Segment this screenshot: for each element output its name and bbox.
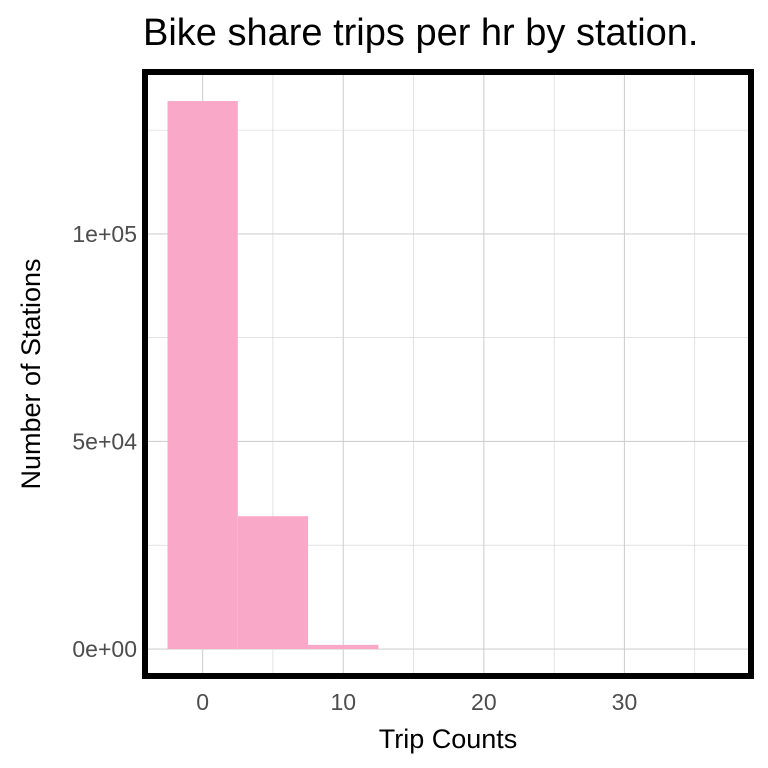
y-axis-ticks: 0e+00 5e+04 1e+05 xyxy=(72,221,137,662)
y-tick-label: 0e+00 xyxy=(72,636,137,662)
x-tick-label: 30 xyxy=(612,689,638,715)
histogram-bar-2 xyxy=(308,644,379,650)
y-axis-title: Number of Stations xyxy=(16,258,46,489)
histogram-bar-1 xyxy=(237,516,309,650)
x-axis-title: Trip Counts xyxy=(379,724,518,754)
x-tick-label: 0 xyxy=(196,689,209,715)
x-axis-ticks: 0 10 20 30 xyxy=(196,689,637,715)
bars-layer xyxy=(167,101,379,650)
panel-border xyxy=(142,69,754,679)
x-tick-label: 10 xyxy=(330,689,356,715)
histogram-bar-0 xyxy=(167,101,238,650)
y-tick-label: 1e+05 xyxy=(72,221,137,247)
x-tick-label: 20 xyxy=(471,689,497,715)
chart-title: Bike share trips per hr by station. xyxy=(143,12,699,54)
y-tick-label: 5e+04 xyxy=(72,428,137,454)
